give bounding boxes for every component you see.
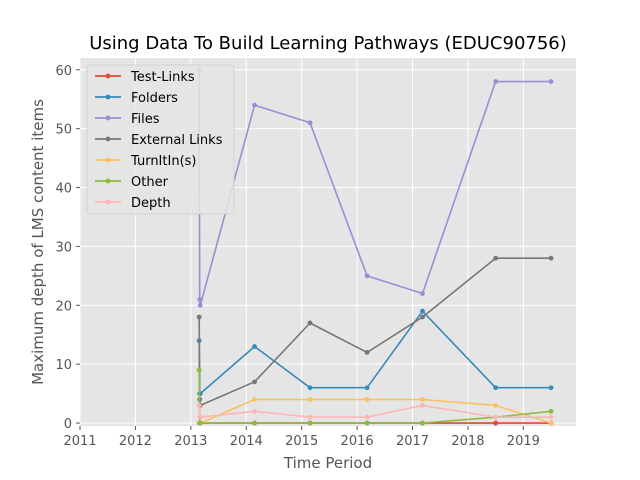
x-tick-label: 2018 [451,434,484,449]
data-point-depth [197,414,203,420]
legend-item-folders: Folders [95,91,178,106]
legend-marker [105,73,111,79]
data-point-external-links [364,350,370,355]
legend-marker [105,157,111,163]
data-point-external-links [307,320,313,326]
data-point-other [196,367,202,373]
data-point-other [252,420,257,426]
data-point-files [197,297,203,302]
y-tick-label: 20 [55,299,72,314]
legend-item-files: Files [95,112,160,127]
series-depth [196,402,554,420]
series-layer [196,67,554,426]
data-point-turnitin-s [548,420,554,426]
data-point-files [493,79,499,84]
data-point-external-links [420,314,425,320]
data-point-turnitin-s [493,402,499,408]
data-point-turnitin-s [252,397,257,402]
data-point-files [307,120,313,126]
y-axis-ticks: 0 10 20 30 40 50 60 [55,64,80,432]
x-tick-label: 2019 [507,434,540,449]
data-point-depth [420,402,425,408]
legend-frame [86,64,235,215]
x-tick-label: 2012 [119,434,152,449]
data-point-folders [548,385,554,391]
x-tick-label: 2015 [285,434,318,449]
data-point-depth [196,402,202,408]
data-point-other [307,420,313,426]
legend-label: External Links [131,133,223,148]
legend-label: Depth [131,196,171,211]
legend: Test-Links Folders Files External Links Turn… [86,64,235,215]
data-point-other [420,420,425,426]
data-point-test-links [493,420,499,426]
data-point-other [364,420,370,426]
legend-label: Test-Links [130,70,195,85]
data-point-other [197,420,203,426]
x-tick-label: 2017 [396,434,429,449]
data-point-folders [252,344,257,349]
y-tick-label: 60 [55,64,72,79]
data-point-turnitin-s [307,397,313,402]
data-point-depth [493,414,499,420]
x-axis-label: Time Period [283,454,372,472]
data-point-files [364,273,370,279]
chart-title: Using Data To Build Learning Pathways (E… [89,33,567,54]
legend-label: Files [131,112,160,127]
data-point-files [197,302,203,308]
y-tick-label: 0 [64,417,72,432]
data-point-external-links [252,379,257,385]
legend-marker [105,199,111,205]
y-tick-label: 10 [55,358,72,373]
data-point-folders [364,385,370,391]
data-point-depth [364,414,370,420]
data-point-folders [493,385,499,391]
data-point-external-links [196,314,202,320]
data-point-other [548,408,554,414]
y-tick-label: 50 [55,123,72,138]
data-point-depth [307,414,313,420]
legend-item-depth: Depth [95,196,171,211]
legend-label: Other [131,175,169,190]
legend-label: Folders [131,91,178,106]
legend-item-test-links: Test-Links [95,70,195,85]
x-tick-label: 2016 [341,434,374,449]
x-tick-label: 2013 [174,434,207,449]
legend-marker [105,94,111,100]
data-point-turnitin-s [364,397,370,402]
data-point-files [420,291,425,296]
data-point-external-links [548,255,554,261]
legend-item-turnitin-s: TurnItIn(s) [95,154,196,169]
data-point-folders [307,385,313,391]
legend-label: TurnItIn(s) [130,154,196,169]
y-tick-label: 30 [55,240,72,255]
x-axis-ticks: 2011 2012 2013 2014 2015 2016 2017 2018 2019 [63,426,540,449]
data-point-depth [548,414,554,420]
data-point-files [548,79,554,84]
data-point-turnitin-s [420,397,425,402]
y-tick-label: 40 [55,182,72,197]
data-point-files [252,102,257,108]
y-axis-label: Maximum depth of LMS content items [29,99,47,385]
legend-item-external-links: External Links [95,133,223,148]
legend-marker [105,115,111,121]
data-point-depth [252,408,257,414]
legend-marker [105,178,111,184]
x-tick-label: 2011 [63,434,96,449]
legend-marker [105,136,111,142]
data-point-external-links [493,255,499,261]
legend-item-other: Other [95,175,169,190]
x-tick-label: 2014 [230,434,263,449]
data-point-folders [420,308,425,314]
